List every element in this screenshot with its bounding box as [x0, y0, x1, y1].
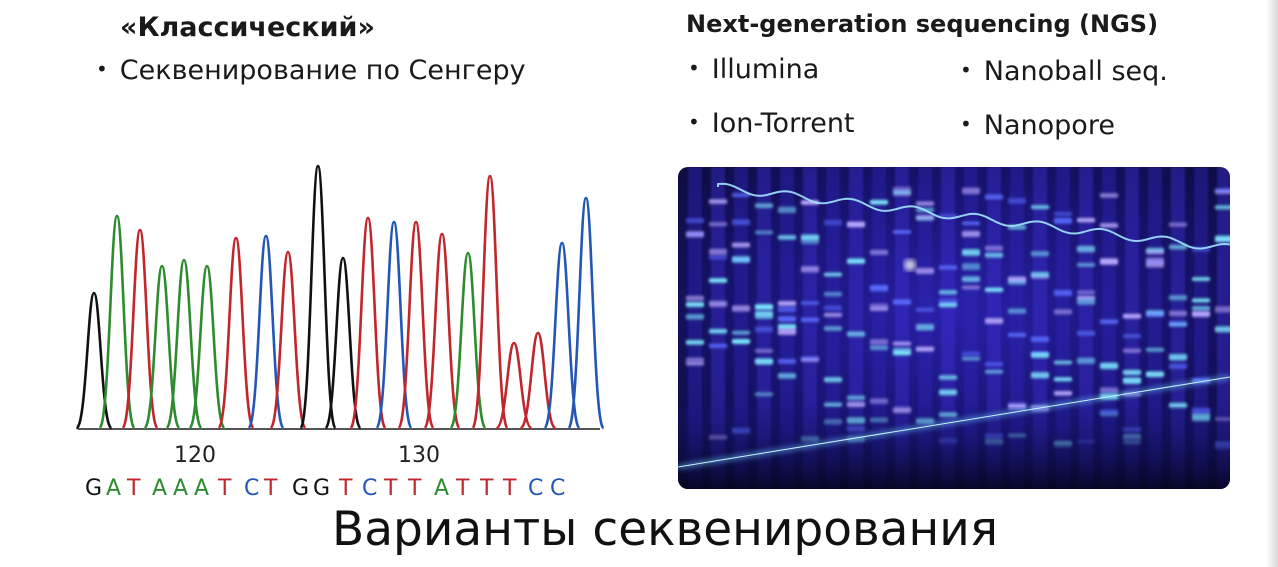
- ngs-item-nanopore: • Nanopore: [960, 110, 1115, 141]
- base-letter: C: [528, 476, 543, 500]
- chromatogram-peak: [217, 236, 255, 430]
- chromatogram-peak: [423, 232, 461, 430]
- chromatogram-peak: [567, 196, 605, 430]
- chromatogram-peak: [375, 220, 413, 430]
- base-letter: T: [502, 476, 517, 500]
- base-letter: G: [292, 476, 309, 500]
- chromatogram-peak: [98, 214, 136, 430]
- bullet-icon: •: [688, 56, 700, 80]
- base-letter: A: [106, 476, 121, 500]
- base-letter: C: [550, 476, 565, 500]
- base-letter: T: [338, 476, 353, 500]
- base-letter: G: [85, 476, 102, 500]
- ngs-item-label: Ion-Torrent: [711, 108, 855, 139]
- chromatogram-peak: [269, 250, 307, 430]
- position-label: 120: [174, 443, 216, 468]
- base-letter: C: [244, 476, 259, 500]
- ngs-art: [678, 167, 1230, 489]
- ngs-heading: Next-generation sequencing (NGS): [686, 10, 1159, 38]
- chromatogram-peak: [247, 234, 285, 430]
- bullet-icon: •: [688, 110, 700, 134]
- slide-edge-shadow: [1266, 0, 1278, 567]
- chromatogram-peak: [188, 264, 226, 430]
- ngs-item-illumina: • Illumina: [688, 54, 819, 85]
- base-letter: G: [313, 476, 330, 500]
- classic-bullet-sanger: • Секвенирование по Сенгеру: [96, 55, 526, 86]
- base-letter: A: [434, 476, 449, 500]
- ngs-item-iontorrent: • Ion-Torrent: [688, 108, 855, 139]
- ngs-item-label: Illumina: [711, 54, 820, 85]
- chromatogram-peak: [165, 258, 203, 430]
- base-letter: A: [152, 476, 167, 500]
- chromatogram-peak: [543, 241, 581, 430]
- chromatogram-peak: [397, 220, 435, 430]
- ngs-item-label: Nanoball seq.: [983, 56, 1168, 87]
- base-letter: A: [173, 476, 188, 500]
- base-letter: T: [383, 476, 398, 500]
- base-letter: T: [126, 476, 141, 500]
- slide-title: Варианты секвенирования: [331, 502, 999, 557]
- base-letter: T: [407, 476, 422, 500]
- chromatogram-peak: [349, 216, 387, 430]
- base-letter: T: [263, 476, 278, 500]
- bullet-icon: •: [960, 58, 972, 82]
- bullet-icon: •: [96, 57, 108, 81]
- ngs-item-nanoball: • Nanoball seq.: [960, 56, 1168, 87]
- bullet-icon: •: [960, 112, 972, 136]
- base-letter: A: [194, 476, 209, 500]
- ngs-sequencing-image: [678, 167, 1230, 489]
- chromatogram-peak: [143, 264, 181, 430]
- base-letter: T: [217, 476, 232, 500]
- chromatogram-peak: [75, 291, 113, 430]
- base-letter: T: [479, 476, 494, 500]
- base-letter: C: [362, 476, 377, 500]
- chromatogram-peak: [519, 331, 557, 430]
- ngs-item-label: Nanopore: [983, 110, 1115, 141]
- chromatogram-peak: [324, 256, 362, 430]
- chromatogram-peak: [299, 164, 337, 430]
- chromatogram-peak: [121, 228, 159, 430]
- classic-heading: «Классический»: [120, 12, 375, 43]
- base-letter: T: [455, 476, 470, 500]
- sanger-label: Секвенирование по Сенгеру: [119, 55, 526, 86]
- chromatogram-peak: [495, 341, 533, 430]
- chromatogram-peak: [471, 174, 509, 430]
- position-label: 130: [398, 443, 440, 468]
